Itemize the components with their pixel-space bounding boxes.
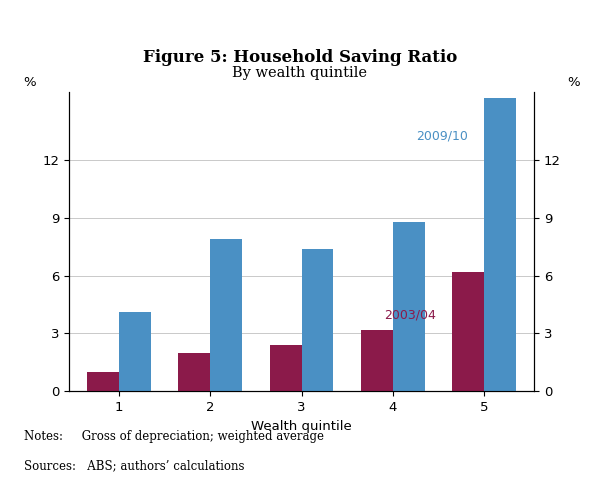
Bar <box>178 353 211 391</box>
Text: %: % <box>23 76 36 89</box>
Text: Figure 5: Household Saving Ratio: Figure 5: Household Saving Ratio <box>143 49 457 66</box>
Text: 2003/04: 2003/04 <box>383 309 436 321</box>
Bar <box>484 98 516 391</box>
Bar <box>211 239 242 391</box>
Bar <box>119 312 151 391</box>
Bar <box>361 330 392 391</box>
Bar <box>87 372 119 391</box>
Text: 2009/10: 2009/10 <box>416 130 469 143</box>
Text: Sources:   ABS; authors’ calculations: Sources: ABS; authors’ calculations <box>24 459 245 472</box>
Text: %: % <box>567 76 580 89</box>
Bar <box>269 345 302 391</box>
Bar <box>392 222 425 391</box>
Bar <box>452 272 484 391</box>
X-axis label: Wealth quintile: Wealth quintile <box>251 419 352 433</box>
Bar <box>302 248 334 391</box>
Text: By wealth quintile: By wealth quintile <box>233 66 367 80</box>
Text: Notes:     Gross of depreciation; weighted average: Notes: Gross of depreciation; weighted a… <box>24 430 324 443</box>
